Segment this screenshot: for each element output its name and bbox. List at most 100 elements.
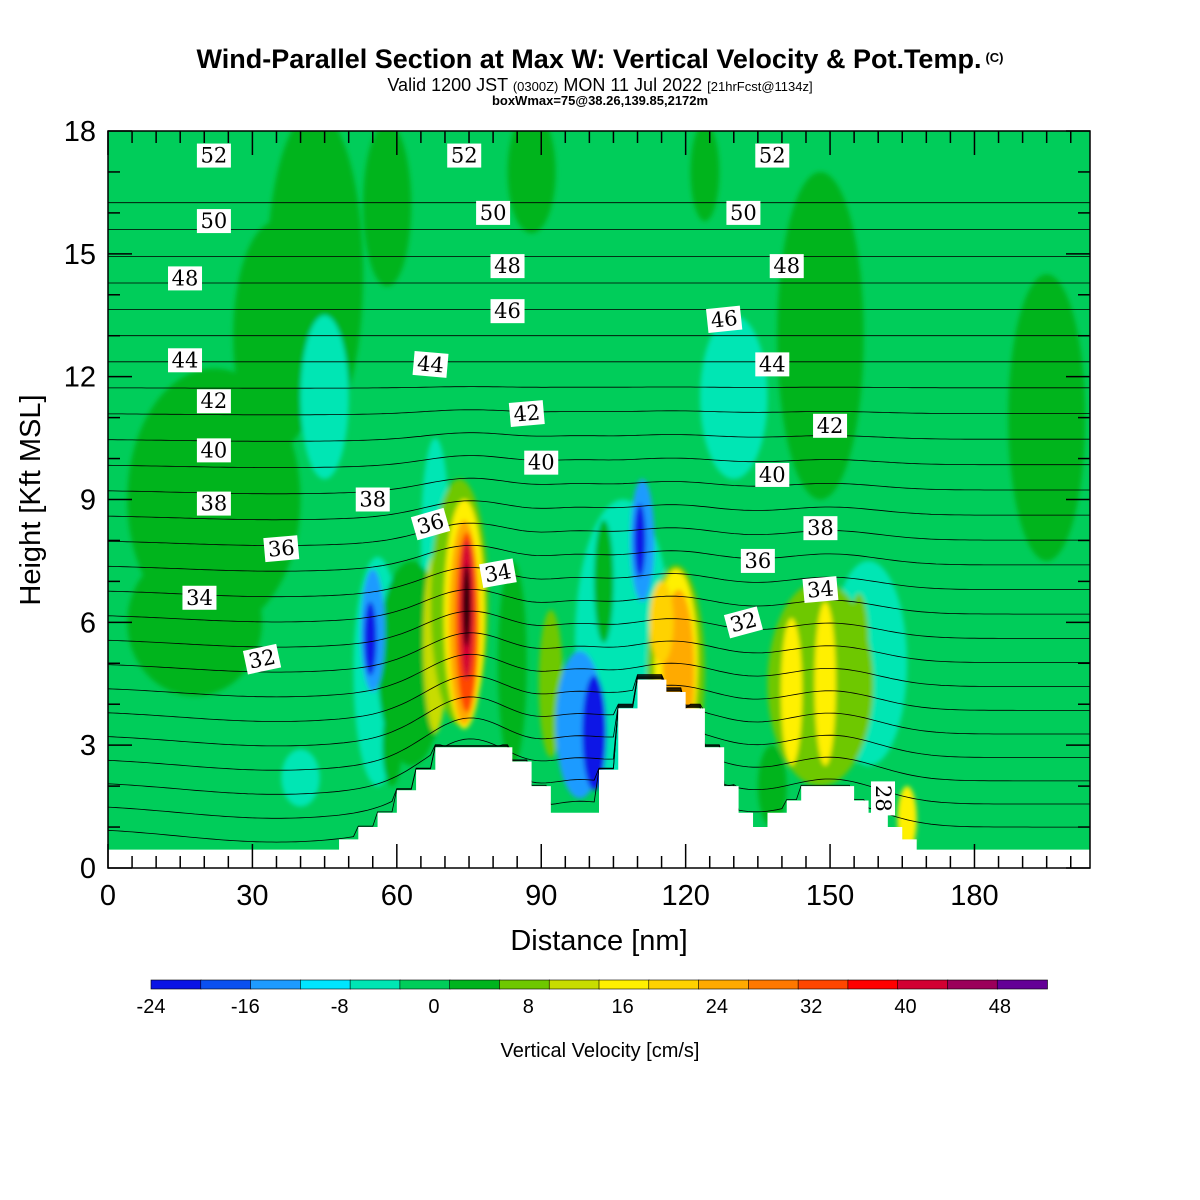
theta-label: 44	[412, 350, 449, 378]
colorbar-tick-label: 32	[800, 996, 822, 1018]
theta-isoline	[108, 455, 1090, 468]
colorbar-swatch	[548, 979, 600, 990]
w-cell	[507, 131, 556, 234]
theta-label-text: 50	[730, 201, 757, 225]
x-tick-label: 60	[381, 880, 413, 912]
x-tick-label: 30	[236, 880, 268, 912]
colorbar-swatch	[698, 979, 750, 990]
theta-label: 42	[508, 400, 545, 427]
theta-label-text: 28	[871, 785, 895, 812]
theta-label-box	[813, 413, 848, 438]
y-tick-label: 18	[64, 116, 96, 148]
x-axis-label: Distance [nm]	[510, 925, 687, 957]
theta-label-text: 44	[172, 348, 199, 372]
w-cell	[1008, 274, 1086, 561]
w-cell	[127, 548, 263, 697]
theta-label-text: 32	[246, 645, 277, 674]
colorbar-swatch	[947, 979, 999, 990]
theta-label-text: 40	[759, 463, 786, 487]
theta-label-text: 38	[807, 516, 834, 540]
theta-label-box	[524, 450, 559, 475]
y-axis-label: Height [Kft MSL]	[15, 394, 47, 605]
w-cell	[363, 131, 412, 287]
theta-label-text: 44	[759, 352, 786, 376]
theta-label: 32	[242, 643, 282, 675]
theta-label-box	[196, 389, 231, 414]
theta-label-box	[490, 254, 525, 279]
theta-label-box	[182, 585, 217, 610]
theta-label: 48	[168, 266, 203, 291]
w-cell	[364, 601, 377, 676]
theta-isoline	[108, 567, 1090, 598]
theta-label: 38	[196, 491, 231, 516]
y-tick-label: 12	[64, 362, 96, 394]
theta-isoline	[108, 675, 1090, 747]
theta-label-box	[726, 200, 761, 225]
colorbar-swatch	[499, 979, 551, 990]
chart-subtitle-boxwmax: boxWmax=75@38.26,139.85,2172m	[491, 93, 709, 108]
theta-label-box	[803, 516, 838, 541]
theta-label-box	[168, 266, 203, 291]
theta-label-text: 52	[451, 144, 478, 168]
colorbar-label: Vertical Velocity [cm/s]	[501, 1040, 700, 1062]
theta-label-box	[479, 558, 517, 588]
theta-isoline	[108, 676, 1090, 795]
theta-isoline	[108, 432, 1090, 442]
theta-label-text: 38	[359, 488, 386, 512]
theta-label-box	[871, 781, 896, 816]
axis-ticks	[107, 130, 1090, 869]
theta-label-text: 48	[773, 254, 800, 278]
theta-isoline	[108, 500, 1090, 521]
w-cell	[281, 749, 320, 807]
y-tick-label: 3	[80, 730, 96, 762]
theta-label-box	[263, 535, 300, 563]
theta-isoline	[108, 677, 1090, 819]
theta-label-text: 52	[759, 144, 786, 168]
y-tick-label: 9	[80, 485, 96, 517]
subtitle-utc: (0300Z)	[512, 79, 559, 94]
theta-label: 52	[755, 143, 790, 168]
theta-label-box	[490, 299, 525, 324]
theta-label: 50	[726, 200, 761, 225]
theta-label-text: 42	[817, 414, 844, 438]
theta-label-box	[410, 507, 451, 541]
w-cell	[382, 704, 402, 787]
theta-label-text: 36	[267, 536, 296, 562]
colorbar-swatch	[897, 979, 949, 990]
theta-label: 38	[355, 487, 390, 512]
theta-label-box	[447, 143, 482, 168]
w-cell	[594, 519, 614, 643]
theta-label-box	[355, 487, 390, 512]
w-cell	[849, 593, 869, 692]
colorbar-swatch	[598, 979, 650, 990]
theta-label: 34	[182, 585, 217, 610]
theta-label-text: 40	[201, 438, 228, 462]
w-cell	[497, 560, 527, 766]
theta-isoline	[108, 589, 1090, 623]
theta-label: 38	[803, 516, 838, 541]
subtitle-forecast: [21hrFcst@1134z]	[707, 79, 813, 94]
w-cell	[462, 565, 471, 647]
w-cell	[634, 503, 646, 578]
theta-label-box	[769, 254, 804, 279]
theta-label: 36	[740, 548, 775, 573]
theta-label-text: 48	[172, 266, 199, 290]
y-tick-label: 6	[80, 607, 96, 639]
colorbar-tick-label: 48	[989, 996, 1011, 1018]
colorbar-swatch	[150, 979, 202, 990]
w-cell	[649, 581, 674, 664]
theta-label: 32	[723, 606, 763, 639]
theta-label-box	[740, 548, 775, 573]
theta-label-box	[196, 438, 231, 463]
w-cell	[780, 618, 803, 766]
theta-label: 46	[490, 299, 525, 324]
colorbar-tick-label: 40	[894, 996, 916, 1018]
theta-label-text: 34	[186, 586, 213, 610]
x-tick-label: 180	[950, 880, 998, 912]
theta-label: 42	[196, 389, 231, 414]
colorbar-swatch	[748, 979, 799, 990]
w-cell	[757, 745, 787, 828]
theta-label-box	[196, 209, 231, 234]
